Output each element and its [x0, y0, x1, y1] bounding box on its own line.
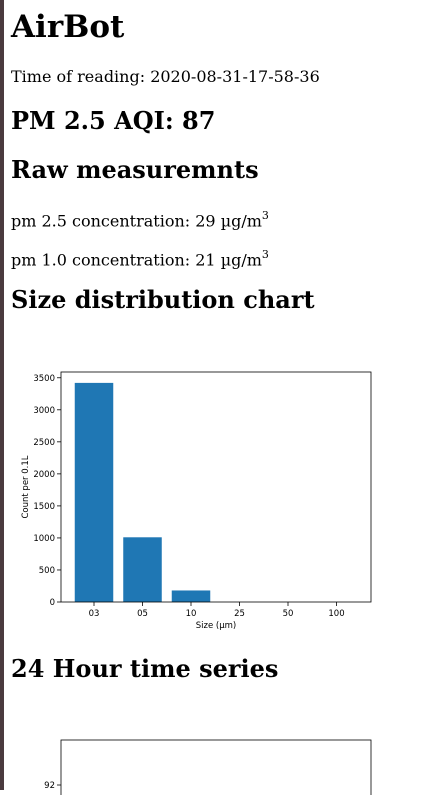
- ts-plot-frame: [60, 739, 372, 795]
- size-ytick-label: 0: [50, 598, 55, 608]
- size-ytick-label: 500: [39, 566, 55, 576]
- size-xtick-label: 50: [283, 609, 294, 619]
- time-series-chart: 92: [44, 739, 372, 795]
- app-title: AirBot: [11, 9, 125, 45]
- size-bar-03: [74, 382, 114, 602]
- pm10-unit-exponent: 3: [261, 248, 269, 261]
- size-ytick-label: 2500: [33, 438, 55, 448]
- size-bar-05: [123, 537, 162, 602]
- raw-measurements-heading: Raw measuremnts: [11, 155, 259, 184]
- ts-ytick-label: 92: [44, 781, 55, 791]
- size-ytick-label: 1000: [33, 534, 55, 544]
- size-xtick-label: 100: [328, 609, 344, 619]
- size-plot-frame: [60, 371, 372, 603]
- size-xaxis-label: Size (μm): [196, 621, 236, 631]
- size-xtick-label: 10: [186, 609, 197, 619]
- time-series-heading: 24 Hour time series: [11, 654, 279, 683]
- pm10-concentration: pm 1.0 concentration: 21 µg/m3: [11, 246, 269, 270]
- size-yaxis-label: Count per 0.1L: [21, 455, 31, 518]
- size-xtick-label: 05: [137, 609, 148, 619]
- size-ytick-label: 3500: [33, 374, 55, 384]
- size-xtick-label: 25: [234, 609, 245, 619]
- size-ytick-label: 1500: [33, 502, 55, 512]
- pm10-concentration-text: pm 1.0 concentration: 21 µg/m: [11, 250, 262, 270]
- size-distribution-chart: 0 500 1000 1500 2000 2500 3000 3500 03 05 10 25 50 10…: [21, 371, 372, 631]
- size-distribution-heading: Size distribution chart: [11, 285, 315, 314]
- size-ytick-label: 3000: [33, 406, 55, 416]
- reading-time: Time of reading: 2020-08-31-17-58-36: [11, 67, 320, 86]
- pm25-unit-exponent: 3: [261, 209, 269, 222]
- pm25-concentration: pm 2.5 concentration: 29 µg/m3: [11, 207, 269, 231]
- aqi-heading: PM 2.5 AQI: 87: [11, 106, 216, 135]
- size-bar-10: [171, 590, 211, 602]
- size-xtick-label: 03: [89, 609, 100, 619]
- left-edge-bar: [0, 0, 4, 790]
- size-ytick-label: 2000: [33, 470, 55, 480]
- pm25-concentration-text: pm 2.5 concentration: 29 µg/m: [11, 211, 262, 231]
